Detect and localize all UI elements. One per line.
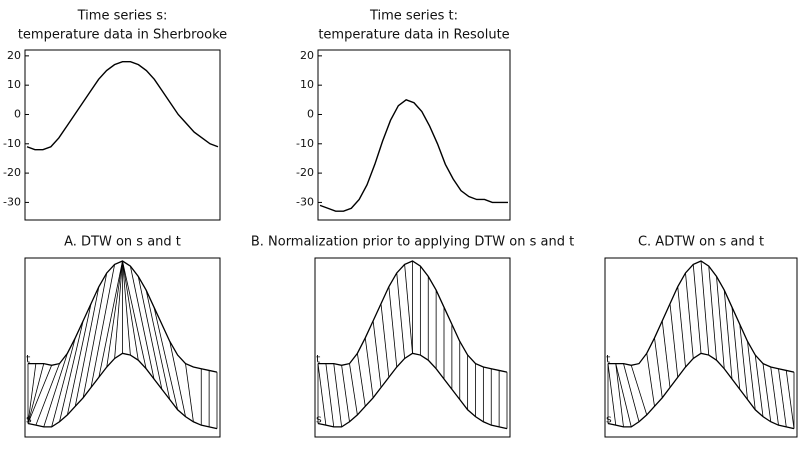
plot-frame [24, 257, 221, 438]
series-label: s [26, 412, 32, 425]
line-series [26, 61, 219, 151]
plot-frame [24, 49, 221, 221]
alignment-line [685, 272, 694, 359]
alignment-line [692, 264, 702, 354]
alignment-line [762, 363, 772, 422]
alignment-line [615, 363, 632, 427]
alignment-line [372, 320, 382, 388]
alignment-line [785, 370, 795, 429]
chart-title: C. ADTW on s and t [638, 235, 764, 250]
alignment-line [145, 289, 171, 400]
series-line [27, 352, 218, 430]
alignment-line [106, 260, 123, 368]
alignment-line [661, 320, 671, 388]
alignment-line [325, 363, 335, 427]
alignment-line [82, 272, 108, 398]
alignment-line [388, 286, 398, 368]
alignment-line [74, 286, 100, 407]
chart-title: B. Normalization prior to applying DTW o… [251, 235, 574, 250]
chart-subtitle: temperature data in Resolute [318, 28, 509, 43]
alignment-line [122, 260, 147, 369]
series-line [607, 352, 795, 430]
alignment-line [129, 266, 155, 380]
alignment-line [778, 368, 787, 427]
alignment-line [615, 363, 624, 427]
alignment-line [27, 363, 37, 424]
series-label: t [26, 353, 31, 366]
line-series [319, 99, 508, 212]
y-tick-label: -20 [3, 166, 21, 179]
alignment-line [27, 365, 52, 424]
alignment-line [630, 365, 648, 416]
series-line [318, 260, 508, 373]
plot-frame [604, 257, 798, 438]
alignment-line [43, 353, 68, 427]
alignment-line [98, 260, 123, 378]
alignment-line [747, 341, 756, 410]
alignment-line [677, 286, 686, 368]
chart-title: Time series t: [369, 9, 458, 24]
series-line [28, 260, 218, 373]
series-line [317, 352, 508, 430]
y-tick-label: 10 [7, 78, 21, 91]
alignment-line [356, 353, 366, 407]
alignment-line [669, 303, 679, 378]
y-tick-label: 20 [300, 49, 314, 62]
chart-title: A. DTW on s and t [64, 235, 181, 250]
alignment-line [380, 303, 390, 378]
alignment-line [716, 276, 725, 369]
series-label: s [316, 412, 322, 425]
alignment-line [185, 363, 194, 422]
alignment-line [317, 363, 327, 426]
alignment-line [770, 366, 779, 426]
alignment-line [122, 260, 139, 361]
alignment-line [66, 303, 92, 415]
y-tick-label: -10 [296, 137, 314, 150]
alignment-line [137, 276, 163, 390]
alignment-line [90, 264, 116, 388]
alignment-line [349, 363, 358, 415]
alignment-line [114, 260, 123, 359]
y-tick-label: 0 [14, 107, 21, 120]
alignment-line [654, 337, 663, 398]
alignment-line [700, 260, 710, 356]
plot-frame [317, 49, 511, 221]
alignment-line [35, 363, 60, 426]
series-label: t [606, 353, 611, 366]
alignment-line [754, 355, 764, 417]
alignment-line [59, 320, 84, 422]
alignment-line [646, 353, 655, 407]
y-tick-label: -30 [3, 195, 21, 208]
alignment-line [364, 337, 374, 398]
series-label: t [316, 353, 321, 366]
series-line [608, 260, 795, 373]
plot-frame [314, 257, 511, 438]
alignment-line [122, 260, 131, 356]
chart-title: Time series s: [77, 9, 168, 24]
chart-subtitle: temperature data in Sherbrooke [18, 28, 227, 43]
alignment-line [153, 307, 179, 410]
y-tick-label: 10 [300, 78, 314, 91]
alignment-line [607, 363, 617, 426]
y-tick-label: 0 [307, 107, 314, 120]
alignment-line [723, 290, 733, 380]
alignment-line [341, 365, 350, 422]
alignment-line [51, 337, 76, 427]
series-label: s [606, 412, 612, 425]
y-tick-label: 20 [7, 49, 21, 62]
alignment-line [623, 363, 640, 422]
alignment-line [169, 341, 186, 417]
alignment-line [739, 324, 748, 400]
y-tick-label: -20 [296, 166, 314, 179]
alignment-line [404, 264, 413, 354]
alignment-line [333, 363, 343, 427]
y-tick-label: -10 [3, 137, 21, 150]
alignment-line [396, 272, 406, 359]
y-tick-label: -30 [296, 195, 314, 208]
alignment-line [708, 266, 717, 361]
alignment-line [731, 307, 741, 390]
alignment-line [27, 363, 45, 424]
